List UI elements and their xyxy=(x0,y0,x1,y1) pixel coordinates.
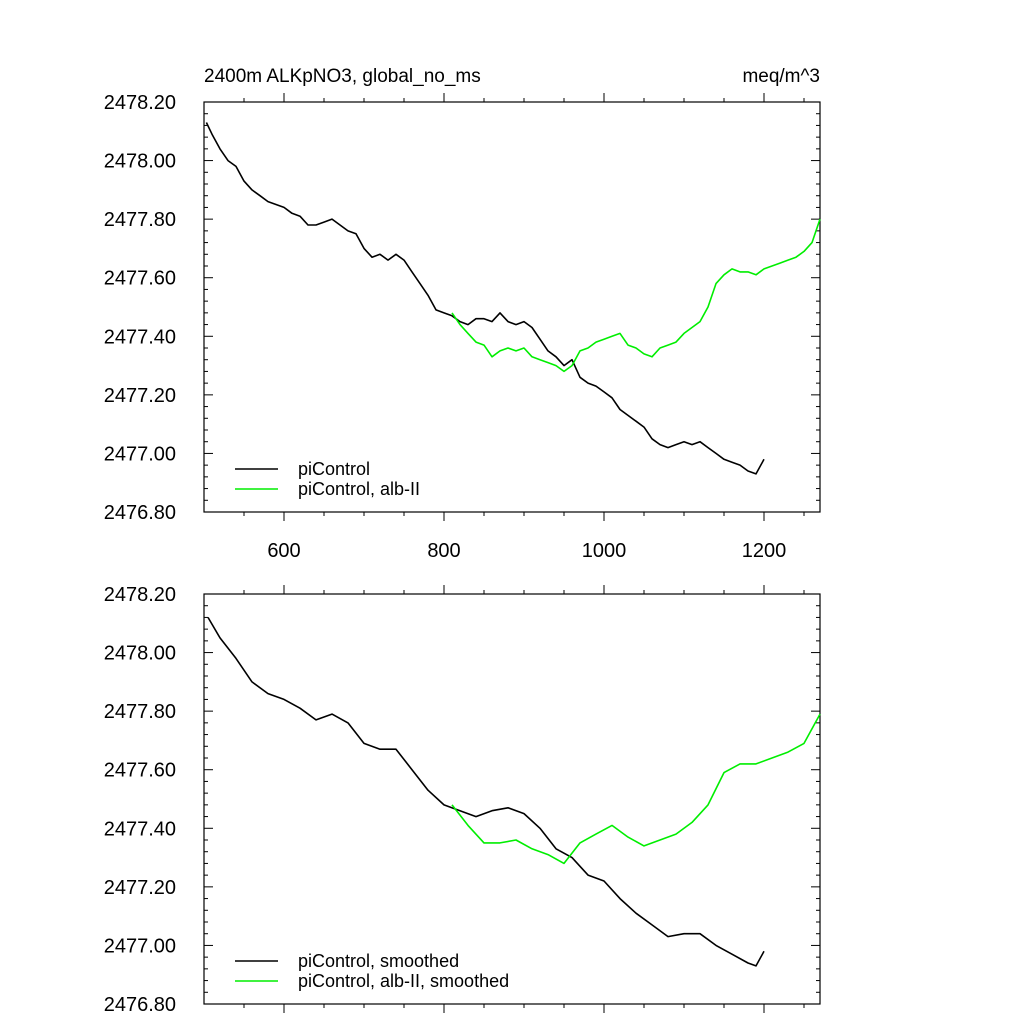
y-tick-label: 2477.20 xyxy=(104,877,176,899)
y-tick-label: 2477.60 xyxy=(104,268,176,290)
x-tick-label: 800 xyxy=(427,540,460,562)
y-tick-label: 2476.80 xyxy=(104,502,176,524)
plot-frame xyxy=(203,593,821,1005)
chart-title: 2400m ALKpNO3, global_no_ms xyxy=(204,66,481,87)
y-tick-label: 2477.00 xyxy=(104,443,176,465)
y-tick-label: 2477.40 xyxy=(104,326,176,348)
legend-label: piControl xyxy=(298,459,370,479)
series-line-picontrol xyxy=(205,122,765,475)
plot-frame xyxy=(203,101,821,513)
legend-label: piControl, alb-II, smoothed xyxy=(298,971,509,991)
y-tick-label: 2477.80 xyxy=(104,701,176,723)
y-tick-label: 2477.80 xyxy=(104,209,176,231)
y-tick-label: 2477.40 xyxy=(104,818,176,840)
y-tick-label: 2477.60 xyxy=(104,760,176,782)
y-tick-label: 2478.00 xyxy=(104,151,176,173)
x-tick-label: 600 xyxy=(267,540,300,562)
legend-label: piControl, smoothed xyxy=(298,951,459,971)
series-line-alb-ii xyxy=(451,713,821,865)
chart-panel-2: 2476.80 2477.00 2477.20 2477.40 2477.60 2477.… xyxy=(104,584,821,1016)
legend-label: piControl, alb-II xyxy=(298,479,420,499)
chart-units: meq/m^3 xyxy=(742,66,820,87)
series-line-picontrol xyxy=(207,616,765,967)
series-line-alb-ii xyxy=(451,218,821,373)
y-tick-label: 2477.20 xyxy=(104,385,176,407)
y-tick-label: 2478.20 xyxy=(104,584,176,606)
y-tick-label: 2478.20 xyxy=(104,92,176,114)
x-tick-label: 1200 xyxy=(742,540,787,562)
y-tick-label: 2477.00 xyxy=(104,935,176,957)
x-tick-label: 1000 xyxy=(582,540,627,562)
y-tick-label: 2476.80 xyxy=(104,994,176,1016)
y-tick-label: 2478.00 xyxy=(104,643,176,665)
chart-panel-1: 2476.80 2477.00 2477.20 2477.40 2477.60 2477.… xyxy=(104,92,821,562)
